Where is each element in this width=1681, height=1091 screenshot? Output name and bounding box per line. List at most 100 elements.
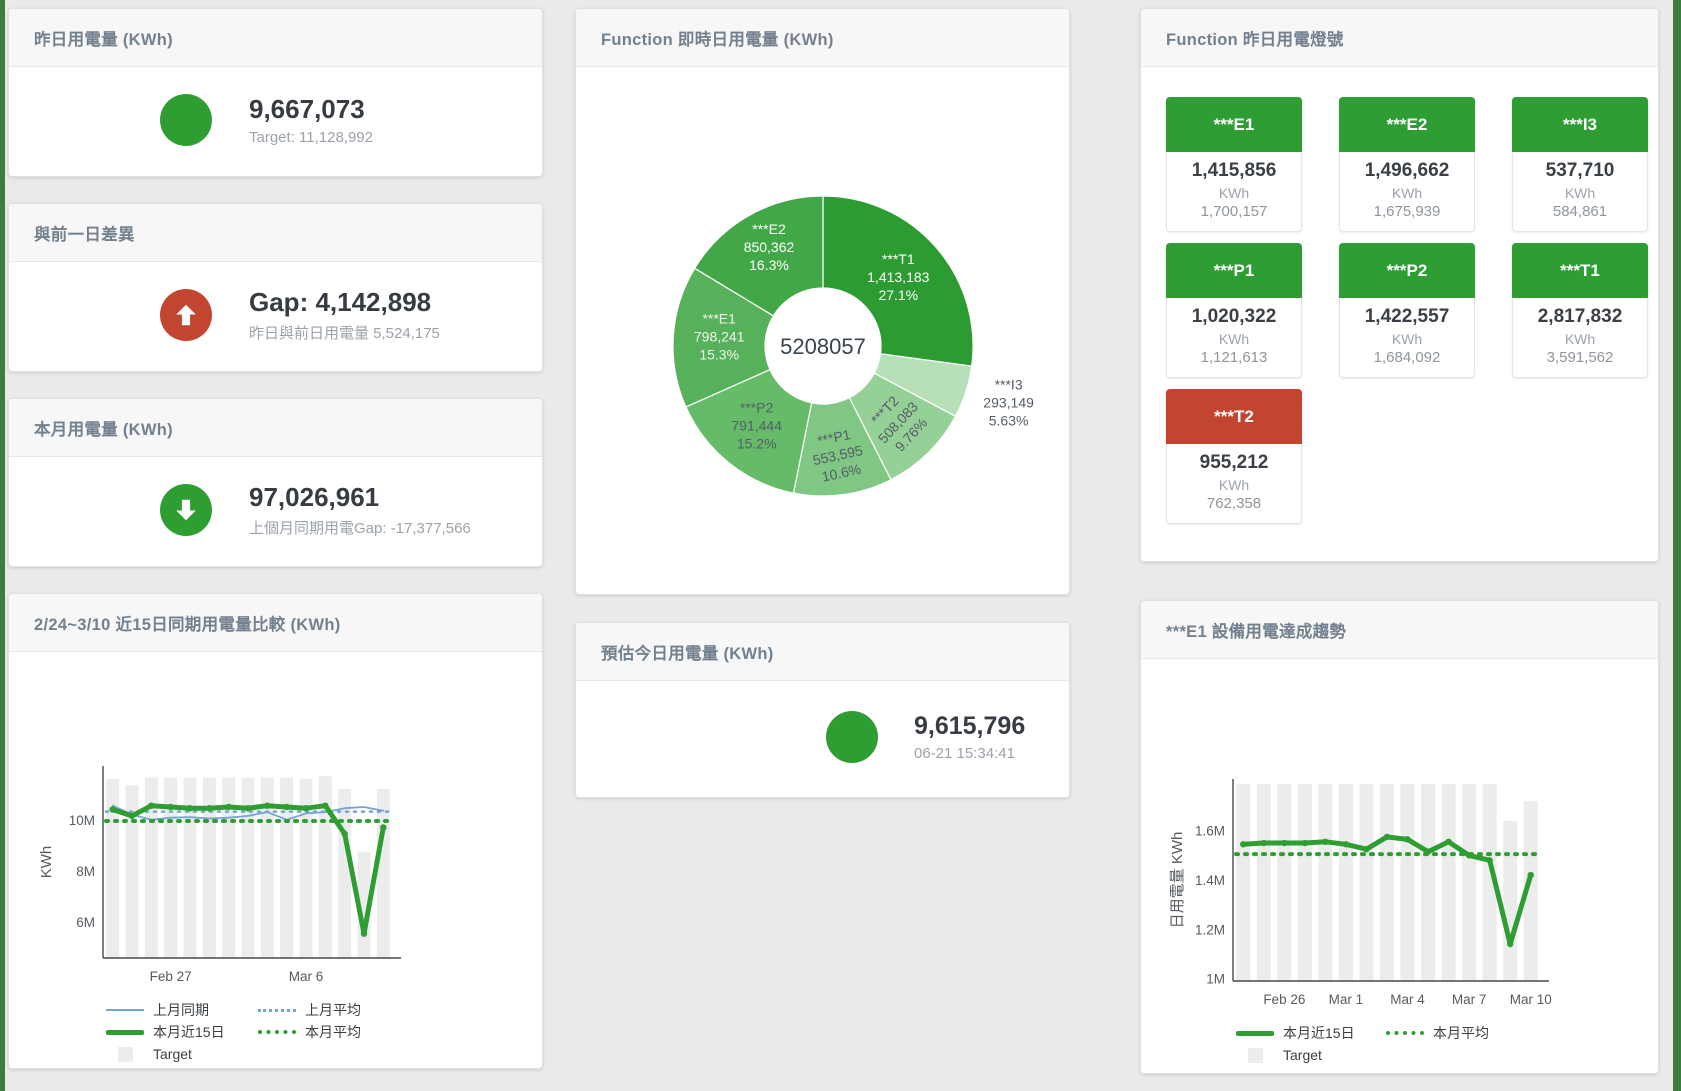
- svg-text:1.4M: 1.4M: [1195, 873, 1225, 888]
- realtime-donut-chart[interactable]: ***T1 1,413,183 27.1%***I3 293,149 5.63%***T…: [576, 67, 1067, 591]
- tile-t2-label: ***T2: [1166, 389, 1302, 444]
- tile-i3-value: 537,710: [1545, 160, 1615, 181]
- tile-e1-unit: KWh: [1218, 185, 1250, 201]
- card-15day-compare-title: 2/24~3/10 近15日同期用電量比較 (KWh): [9, 594, 542, 652]
- tile-p2-target: 1,684,092: [1373, 349, 1441, 366]
- card-yesterday-title: 昨日用電量 (KWh): [9, 9, 542, 67]
- card-realtime-usage: Function 即時日用電量 (KWh) ***T1 1,413,183 27.1…: [575, 8, 1070, 595]
- tile-i3: ***I3 537,710 KWh 584,861: [1512, 97, 1648, 232]
- compare-line-chart[interactable]: 6M 8M 10M Feb 27 Mar 6 KWh: [9, 652, 540, 992]
- svg-text:日用電量 KWh: 日用電量 KWh: [1169, 832, 1186, 929]
- tile-e2-target: 1,675,939: [1373, 203, 1441, 220]
- tile-e2-unit: KWh: [1391, 185, 1423, 201]
- e1-legend: 本月近15日 本月平均 Target: [1236, 1022, 1576, 1066]
- svg-text:Mar 7: Mar 7: [1452, 992, 1487, 1007]
- svg-text:8M: 8M: [76, 864, 95, 879]
- tile-p1: ***P1 1,020,322 KWh 1,121,613: [1166, 243, 1302, 378]
- estimate-value: 9,615,796: [914, 712, 1026, 740]
- svg-text:6M: 6M: [76, 915, 95, 930]
- tile-e1-label: ***E1: [1166, 97, 1302, 152]
- card-estimate-title: 預估今日用電量 (KWh): [576, 623, 1069, 681]
- day-gap-subtitle: 昨日與前日用電量 5,524,175: [249, 325, 440, 342]
- tile-t1-target: 3,591,562: [1546, 349, 1614, 366]
- tile-t1: ***T1 2,817,832 KWh 3,591,562: [1512, 243, 1648, 378]
- card-lights-title: Function 昨日用電燈號: [1141, 9, 1658, 67]
- status-dot-icon: [160, 94, 212, 146]
- target-square-sample-icon: [1236, 1046, 1274, 1064]
- tile-e1-target: 1,700,157: [1200, 203, 1268, 220]
- tile-t2-target: 762,358: [1206, 495, 1262, 512]
- month-gap-subtitle: 上個月同期用電Gap: -17,377,566: [249, 520, 471, 537]
- estimate-timestamp: 06-21 15:34:41: [914, 745, 1015, 762]
- svg-text:Mar 10: Mar 10: [1510, 992, 1552, 1007]
- card-realtime-title: Function 即時日用電量 (KWh): [576, 9, 1069, 67]
- card-e1-trend: ***E1 設備用電達成趨勢 1M 1.2M 1.4M 1.6M Feb 26 Mar 1…: [1140, 600, 1659, 1074]
- card-day-gap-title: 與前一日差異: [9, 204, 542, 262]
- tile-p2-unit: KWh: [1391, 331, 1423, 347]
- svg-text:Feb 27: Feb 27: [150, 969, 192, 984]
- svg-text:5208057: 5208057: [780, 334, 866, 359]
- svg-text:KWh: KWh: [38, 846, 55, 879]
- tile-i3-label: ***I3: [1512, 97, 1648, 152]
- legend-item-last-month[interactable]: 上月同期: [106, 999, 258, 1021]
- svg-text:Mar 1: Mar 1: [1329, 992, 1364, 1007]
- blue-dotted-sample-icon: [258, 1001, 296, 1019]
- lights-grid: ***E1 1,415,856 KWh 1,700,157 ***E2 1,49…: [1141, 67, 1658, 524]
- card-day-gap: 與前一日差異 Gap: 4,142,898 昨日與前日用電量 5,524,175: [8, 203, 543, 372]
- card-yesterday-lights: Function 昨日用電燈號 ***E1 1,415,856 KWh 1,70…: [1140, 8, 1659, 562]
- tile-e2-value: 1,496,662: [1364, 160, 1450, 181]
- green-line-sample-icon: [1236, 1024, 1274, 1042]
- legend-item-this-month-avg[interactable]: 本月平均: [258, 1021, 410, 1043]
- legend-item-this-month-avg[interactable]: 本月平均: [1386, 1022, 1536, 1044]
- tile-e1: ***E1 1,415,856 KWh 1,700,157: [1166, 97, 1302, 232]
- arrow-down-icon: [160, 484, 212, 536]
- tile-p1-target: 1,121,613: [1200, 349, 1268, 366]
- card-month-title: 本月用電量 (KWh): [9, 399, 542, 457]
- tile-p1-unit: KWh: [1218, 331, 1250, 347]
- legend-item-this-month[interactable]: 本月近15日: [1236, 1022, 1386, 1044]
- blue-line-sample-icon: [106, 1001, 144, 1019]
- tile-e2-label: ***E2: [1339, 97, 1475, 152]
- tile-t2-unit: KWh: [1218, 477, 1250, 493]
- compare-legend: 上月同期 上月平均 本月近15日 本月平均 Target: [106, 999, 436, 1065]
- arrow-up-icon: [160, 289, 212, 341]
- tile-p1-value: 1,020,322: [1191, 306, 1277, 327]
- green-dotted-sample-icon: [1386, 1024, 1424, 1042]
- tile-i3-target: 584,861: [1552, 203, 1608, 220]
- card-month-usage: 本月用電量 (KWh) 97,026,961 上個月同期用電Gap: -17,3…: [8, 398, 543, 567]
- legend-item-target[interactable]: Target: [1236, 1044, 1386, 1066]
- tile-p2-label: ***P2: [1339, 243, 1475, 298]
- tile-p2: ***P2 1,422,557 KWh 1,684,092: [1339, 243, 1475, 378]
- left-green-edge: [0, 0, 5, 1091]
- card-estimate-today: 預估今日用電量 (KWh) 9,615,796 06-21 15:34:41: [575, 622, 1070, 798]
- legend-item-this-month[interactable]: 本月近15日: [106, 1021, 258, 1043]
- card-15day-compare: 2/24~3/10 近15日同期用電量比較 (KWh) 6M 8M 10M Feb 2…: [8, 593, 543, 1069]
- target-square-sample-icon: [106, 1045, 144, 1063]
- green-dotted-sample-icon: [258, 1023, 296, 1041]
- yesterday-target: Target: 11,128,992: [249, 129, 373, 146]
- tile-e1-value: 1,415,856: [1191, 160, 1277, 181]
- tile-t1-label: ***T1: [1512, 243, 1648, 298]
- tile-t1-unit: KWh: [1564, 331, 1596, 347]
- tile-i3-unit: KWh: [1564, 185, 1596, 201]
- e1-trend-line-chart[interactable]: 1M 1.2M 1.4M 1.6M Feb 26 Mar 1 Mar 4 Mar 7 Mar 1…: [1141, 659, 1656, 1015]
- tile-p2-value: 1,422,557: [1364, 306, 1450, 327]
- yesterday-value: 9,667,073: [249, 94, 365, 124]
- month-value: 97,026,961: [249, 482, 380, 512]
- status-dot-icon: [826, 711, 878, 763]
- tile-t2-value: 955,212: [1199, 452, 1269, 473]
- card-e1-trend-title: ***E1 設備用電達成趨勢: [1141, 601, 1658, 659]
- svg-text:Mar 6: Mar 6: [289, 969, 324, 984]
- tile-t1-value: 2,817,832: [1537, 306, 1623, 327]
- legend-item-last-month-avg[interactable]: 上月平均: [258, 999, 410, 1021]
- svg-text:1.2M: 1.2M: [1195, 922, 1225, 937]
- svg-text:Mar 4: Mar 4: [1390, 992, 1425, 1007]
- green-line-sample-icon: [106, 1023, 144, 1041]
- legend-item-target[interactable]: Target: [106, 1043, 258, 1065]
- tile-t2: ***T2 955,212 KWh 762,358: [1166, 389, 1302, 524]
